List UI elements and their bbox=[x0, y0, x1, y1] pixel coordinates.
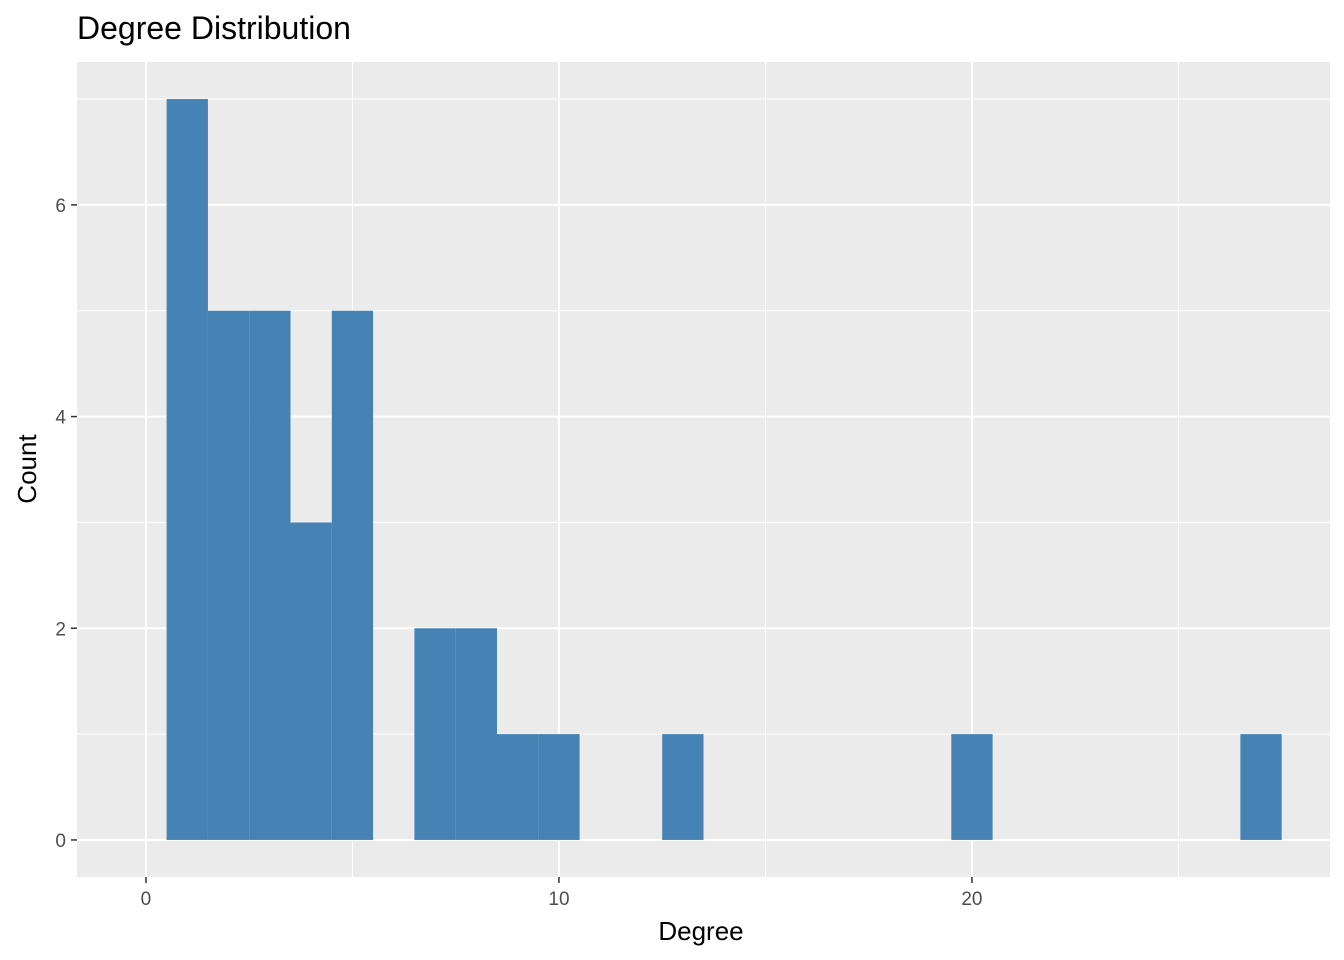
y-tick-label: 4 bbox=[55, 408, 66, 429]
axis-ticks bbox=[71, 204, 973, 883]
y-axis-title: Count bbox=[12, 434, 42, 504]
y-tick-label: 6 bbox=[55, 196, 66, 217]
x-axis-tick-labels: 0 10 20 bbox=[141, 889, 983, 910]
y-tick-label: 0 bbox=[55, 831, 66, 852]
histogram-bar bbox=[497, 734, 539, 840]
histogram-bar bbox=[662, 734, 704, 840]
histogram-bar bbox=[538, 734, 580, 840]
histogram-bar bbox=[207, 310, 250, 840]
histogram-bar bbox=[414, 628, 456, 840]
x-axis-title: Degree bbox=[658, 916, 743, 946]
chart-title: Degree Distribution bbox=[77, 10, 351, 46]
y-tick-label: 2 bbox=[55, 619, 66, 640]
histogram-bars bbox=[166, 99, 1282, 840]
histogram-bar bbox=[290, 522, 332, 840]
histogram-bar bbox=[1240, 734, 1282, 840]
histogram-bar bbox=[951, 734, 993, 840]
y-axis-tick-labels: 0 2 4 6 bbox=[55, 196, 66, 852]
histogram-bar bbox=[455, 628, 498, 840]
histogram-bar bbox=[166, 99, 208, 840]
x-tick-label: 0 bbox=[141, 889, 152, 910]
x-tick-label: 10 bbox=[548, 889, 569, 910]
x-tick-label: 20 bbox=[961, 889, 982, 910]
histogram-bar bbox=[331, 310, 374, 840]
histogram-bar bbox=[249, 310, 291, 840]
